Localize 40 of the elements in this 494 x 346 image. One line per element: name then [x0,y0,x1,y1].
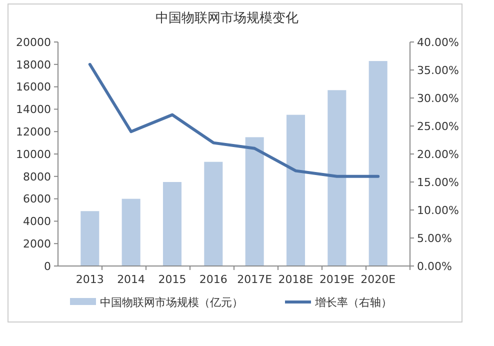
y2-tick-label: 40.00% [417,36,459,49]
y2-tick-label: 20.00% [417,148,459,161]
bar [286,114,306,266]
y2-tick-label: 10.00% [417,204,459,217]
y2-tick-label: 25.00% [417,120,459,133]
bar [204,162,223,266]
x-tick-label: 2015 [158,273,186,286]
y-tick-label: 12000 [16,125,51,138]
bar [368,61,388,266]
x-tick-label: 2016 [199,273,228,286]
x-tick-label: 2020E [360,273,396,286]
y-tick-label: 10000 [16,148,51,161]
legend-label: 增长率（右轴） [314,296,392,309]
bar [122,198,140,266]
x-tick-label: 2013 [76,273,104,286]
y-tick-label: 0 [44,260,51,273]
y-tick-label: 16000 [16,80,51,94]
chart-title: 中国物联网市场规模变化 [156,11,298,26]
bar [245,137,264,266]
legend-label: 中国物联网市场规模（亿元） [100,296,243,309]
y2-tick-label: 35.00% [417,64,459,77]
y-tick-label: 4000 [23,215,51,228]
bar [162,182,182,266]
y2-tick-label: 5.00% [417,232,452,245]
line-series [88,62,380,178]
y2-tick-label: 0.00% [417,260,452,273]
y-tick-label: 14000 [16,103,51,116]
y-tick-label: 6000 [23,192,51,206]
y2-tick-label: 15.00% [417,176,459,189]
bar [328,90,346,266]
x-tick-label: 2019E [319,273,354,286]
bar [80,211,100,266]
y-tick-label: 2000 [23,237,51,250]
y-tick-label: 20000 [16,36,51,49]
y2-tick-label: 30.00% [417,92,459,105]
y-tick-label: 8000 [23,170,51,184]
y-tick-label: 18000 [16,58,51,72]
x-tick-label: 2017E [237,273,272,286]
x-tick-label: 2018E [278,273,314,286]
x-tick-label: 2014 [117,273,146,286]
